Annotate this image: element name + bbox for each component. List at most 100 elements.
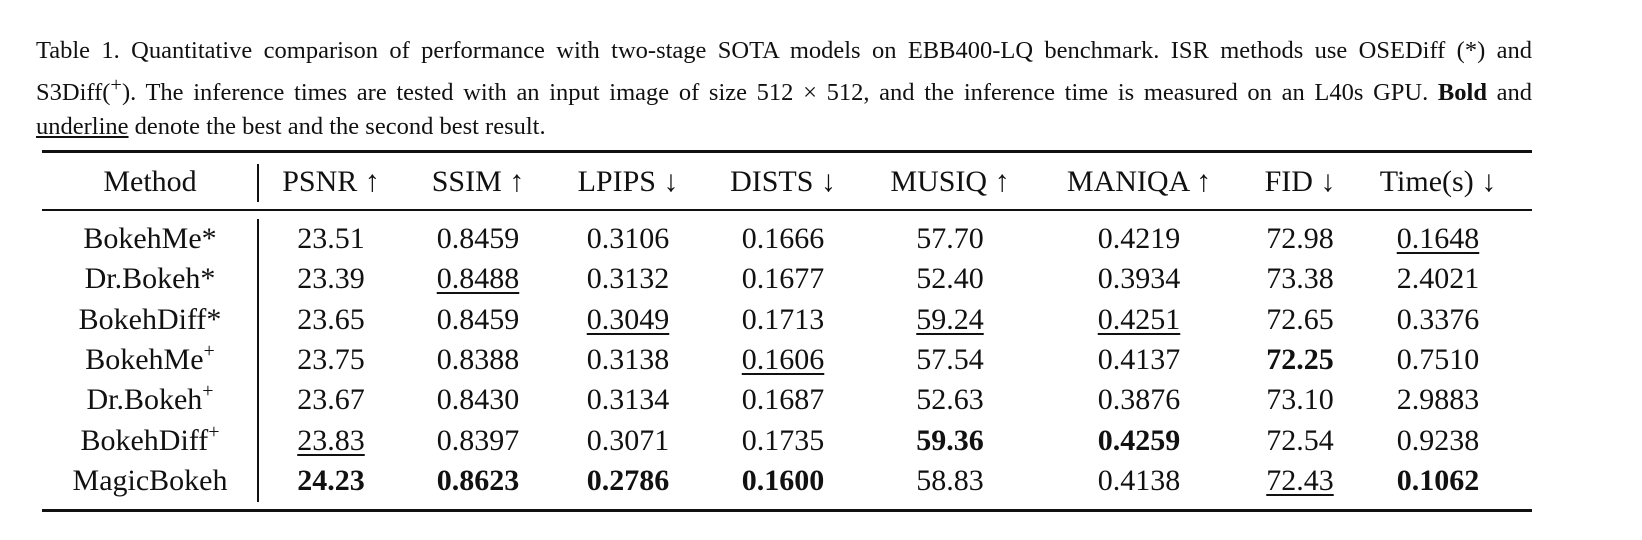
- column-divider: [257, 164, 259, 202]
- value-text: 52.40: [916, 262, 984, 296]
- value-text: 0.4138: [1097, 463, 1181, 497]
- value-text: 0.3934: [1097, 262, 1181, 296]
- caption-text: and: [1486, 79, 1533, 107]
- value-cell: 72.43: [1266, 464, 1334, 498]
- value-cell: 0.8397: [437, 424, 520, 458]
- value-text: 0.7510: [1396, 342, 1480, 376]
- value-cell: 0.4137: [1098, 343, 1181, 377]
- value-text: 0.1713: [741, 302, 825, 336]
- value-text: 23.75: [297, 342, 365, 376]
- value-text: 2.9883: [1396, 383, 1480, 417]
- value-text: 0.3106: [586, 222, 670, 255]
- value-cell: 0.3049: [587, 303, 670, 337]
- header-cell: FID ↓: [1264, 165, 1336, 198]
- value-text: 0.1666: [741, 222, 825, 255]
- value-cell: 58.83: [916, 464, 984, 498]
- value-text: 0.1600: [741, 463, 825, 497]
- value-cell: 0.1606: [742, 343, 825, 377]
- caption: Table 1. Quantitative comparison of perf…: [36, 34, 1532, 144]
- value-cell: 0.2786: [587, 464, 670, 498]
- value-text: 0.8623: [436, 463, 520, 497]
- value-cell: 0.8430: [437, 383, 520, 417]
- method-cell: Dr.Bokeh*: [85, 262, 216, 296]
- value-cell: 59.36: [916, 424, 984, 458]
- value-text: 52.63: [916, 383, 984, 417]
- value-cell: 0.8459: [437, 222, 520, 256]
- value-cell: 73.10: [1266, 383, 1334, 417]
- value-cell: 0.8459: [437, 303, 520, 337]
- value-text: 59.36: [916, 423, 984, 457]
- method-cell: BokehDiff*: [79, 303, 222, 337]
- method-cell: BokehDiff+: [80, 420, 220, 458]
- method-name: BokehDiff: [80, 423, 209, 457]
- value-cell: 2.4021: [1397, 262, 1480, 296]
- value-text: 72.43: [1266, 463, 1334, 497]
- method-name: Dr.Bokeh: [86, 383, 203, 417]
- method-suffix: *: [206, 302, 222, 336]
- value-cell: 23.65: [297, 303, 365, 337]
- method-name: Dr.Bokeh: [84, 262, 201, 296]
- method-suffix: +: [202, 380, 214, 403]
- value-cell: 0.1687: [742, 383, 825, 417]
- value-cell: 0.3138: [587, 343, 670, 377]
- value-cell: 0.4219: [1098, 222, 1181, 256]
- caption-bold: Bold: [1437, 79, 1487, 107]
- value-text: 73.38: [1266, 262, 1334, 296]
- caption-sup: +: [110, 74, 122, 96]
- value-text: 2.4021: [1396, 262, 1480, 296]
- column-divider: [257, 219, 259, 502]
- method-cell: BokehMe+: [85, 339, 215, 377]
- method-name: BokehMe: [85, 342, 204, 376]
- value-cell: 0.1648: [1397, 222, 1480, 256]
- method-suffix: +: [203, 339, 215, 362]
- value-text: 0.2786: [586, 463, 670, 497]
- value-cell: 0.1666: [742, 222, 825, 256]
- value-cell: 57.54: [916, 343, 984, 377]
- value-text: 57.70: [916, 222, 984, 255]
- value-text: 57.54: [916, 342, 984, 376]
- value-text: 0.3876: [1097, 383, 1181, 417]
- value-text: 23.83: [297, 423, 365, 457]
- value-cell: 23.39: [297, 262, 365, 296]
- value-text: 0.8397: [436, 423, 520, 457]
- method-name: BokehMe: [83, 222, 202, 255]
- value-text: 0.3376: [1396, 302, 1480, 336]
- value-cell: 0.4259: [1098, 424, 1181, 458]
- value-cell: 57.70: [916, 222, 984, 256]
- bottom-rule: [42, 509, 1532, 512]
- value-cell: 0.1600: [742, 464, 825, 498]
- header-cell: SSIM ↑: [431, 165, 525, 198]
- value-cell: 0.9238: [1397, 424, 1480, 458]
- value-text: 0.8430: [436, 383, 520, 417]
- value-text: 72.25: [1266, 342, 1334, 376]
- value-cell: 52.63: [916, 383, 984, 417]
- header-cell: Method: [103, 165, 197, 198]
- value-cell: 24.23: [297, 464, 365, 498]
- value-cell: 73.38: [1266, 262, 1334, 296]
- value-text: 0.4219: [1097, 222, 1181, 255]
- value-text: 0.9238: [1396, 423, 1480, 457]
- method-name: BokehDiff: [78, 302, 207, 336]
- value-text: 0.8488: [436, 262, 520, 296]
- top-rule: [42, 150, 1532, 153]
- value-text: 0.1606: [741, 342, 825, 376]
- method-cell: BokehMe*: [83, 222, 216, 256]
- value-cell: 0.3071: [587, 424, 670, 458]
- value-cell: 72.25: [1266, 343, 1334, 377]
- value-cell: 0.8488: [437, 262, 520, 296]
- value-cell: 52.40: [916, 262, 984, 296]
- value-text: 0.3071: [586, 423, 670, 457]
- value-text: 0.8459: [436, 302, 520, 336]
- value-text: 23.65: [297, 302, 365, 336]
- value-cell: 0.8623: [437, 464, 520, 498]
- value-text: 0.8388: [436, 342, 520, 376]
- value-cell: 23.67: [297, 383, 365, 417]
- value-text: 24.23: [297, 463, 365, 497]
- value-text: 0.3138: [586, 342, 670, 376]
- method-cell: Dr.Bokeh+: [86, 380, 214, 417]
- method-suffix: +: [208, 420, 220, 443]
- value-cell: 0.3934: [1098, 262, 1181, 296]
- value-cell: 72.65: [1266, 303, 1334, 337]
- header-cell: MUSIQ ↑: [890, 165, 1010, 198]
